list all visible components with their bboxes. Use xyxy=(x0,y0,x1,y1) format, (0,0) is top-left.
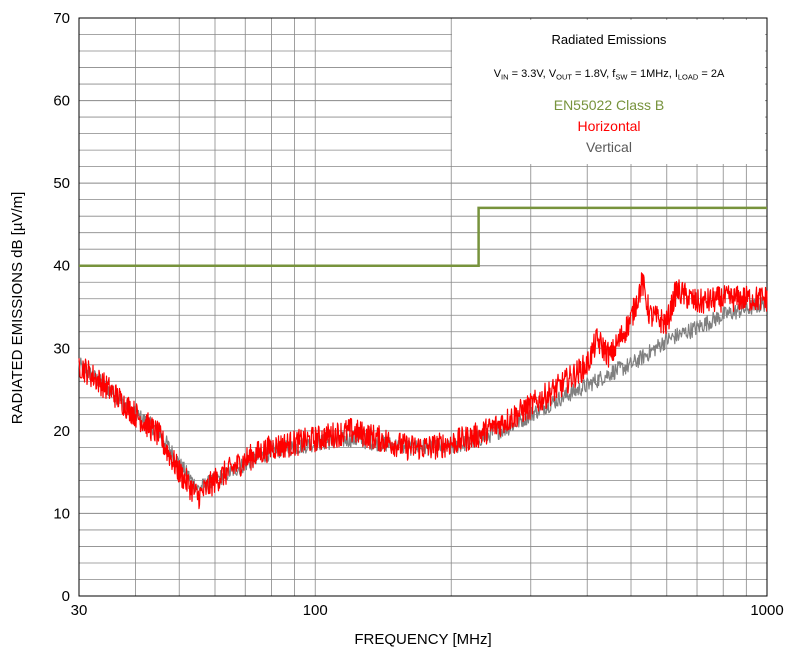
legend-entry-en55022: EN55022 Class B xyxy=(554,97,665,113)
x-tick-label: 1000 xyxy=(750,602,783,619)
series-en55022-limit-line xyxy=(79,206,767,267)
legend-box: Radiated Emissions VIN = 3.3V, VOUT = 1.… xyxy=(452,20,765,164)
y-tick-labels: 0 10 20 30 40 50 60 70 xyxy=(53,10,70,605)
series-layer xyxy=(78,206,768,510)
grid xyxy=(78,17,768,597)
chart-title: Radiated Emissions xyxy=(552,32,667,47)
legend-entry-vertical: Vertical xyxy=(586,139,632,155)
series-horizontal-line xyxy=(78,272,768,510)
legend-entry-horizontal: Horizontal xyxy=(577,118,640,134)
x-tick-labels: 30 100 1000 xyxy=(71,602,784,619)
y-axis-title: RADIATED EMISSIONS dB [µV/m] xyxy=(9,192,26,425)
legend-background xyxy=(452,20,765,164)
y-tick-label: 20 xyxy=(53,423,70,440)
chart-subtitle: VIN = 3.3V, VOUT = 1.8V, fSW = 1MHz, ILO… xyxy=(494,68,725,82)
x-tick-label: 30 xyxy=(71,602,88,619)
y-tick-label: 50 xyxy=(53,175,70,192)
y-tick-label: 70 xyxy=(53,10,70,27)
y-tick-label: 40 xyxy=(53,258,70,275)
x-tick-label: 100 xyxy=(303,602,328,619)
y-tick-label: 0 xyxy=(62,588,70,605)
y-tick-label: 60 xyxy=(53,93,70,110)
x-axis-title: FREQUENCY [MHz] xyxy=(354,631,491,648)
y-tick-label: 10 xyxy=(53,505,70,522)
y-tick-label: 30 xyxy=(53,340,70,357)
